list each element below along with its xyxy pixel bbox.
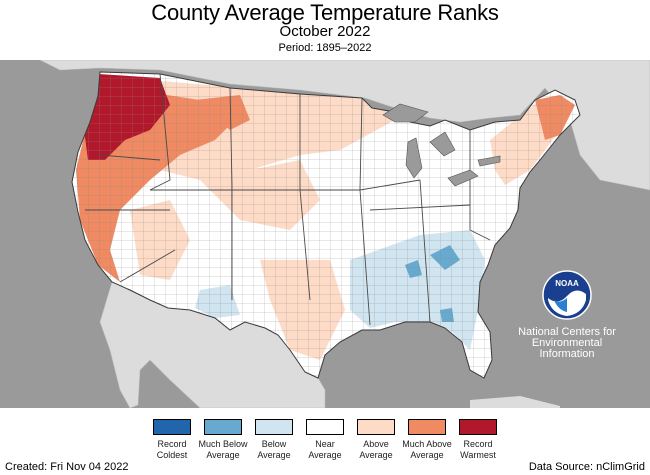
org-name-line3: Information	[539, 348, 595, 360]
legend-label: Above Average	[359, 439, 393, 460]
legend-swatch	[153, 419, 191, 435]
legend-label: Below Average	[257, 439, 291, 460]
legend-swatch	[204, 419, 242, 435]
legend-item-record-coldest: Record Coldest	[146, 419, 198, 461]
legend-swatch	[306, 419, 344, 435]
noaa-ncei-block: NOAA National Centers for Environmental …	[512, 270, 622, 360]
legend-label: Much Below Average	[198, 439, 248, 460]
us-outline	[71, 71, 581, 379]
legend-item-near: Near Average	[299, 419, 351, 461]
great-lakes	[382, 103, 501, 187]
legend-swatch	[459, 419, 497, 435]
legend-swatch	[357, 419, 395, 435]
legend-item-much-above: Much Above Average	[401, 419, 453, 461]
data-source: Data Source: nClimGrid	[528, 461, 645, 473]
legend-label: Record Warmest	[460, 439, 496, 460]
legend-label: Much Above Average	[402, 439, 452, 460]
legend-item-much-below: Much Below Average	[197, 419, 249, 461]
cuba-landmass	[470, 396, 560, 408]
legend: Record Coldest Much Below Average Below …	[0, 415, 650, 475]
legend-swatch	[408, 419, 446, 435]
legend-label: Near Average	[308, 439, 342, 460]
legend-item-record-warmest: Record Warmest	[452, 419, 504, 461]
legend-item-below: Below Average	[248, 419, 300, 461]
noaa-logo-icon: NOAA	[542, 270, 592, 320]
canada-landmass	[39, 60, 650, 191]
legend-swatch	[255, 419, 293, 435]
noaa-acronym: NOAA	[555, 279, 579, 288]
temperature-rank-map	[0, 60, 650, 408]
created-date: Created: Fri Nov 04 2022	[5, 461, 129, 473]
org-name-line2: Environmental	[531, 337, 603, 349]
legend-label: Record Coldest	[156, 439, 188, 460]
org-name-line1: National Centers for	[518, 326, 616, 338]
map-subtitle: October 2022	[279, 23, 371, 40]
map-title: County Average Temperature Ranks	[151, 0, 499, 25]
period-label: Period: 1895–2022	[278, 42, 372, 54]
legend-item-above: Above Average	[350, 419, 402, 461]
